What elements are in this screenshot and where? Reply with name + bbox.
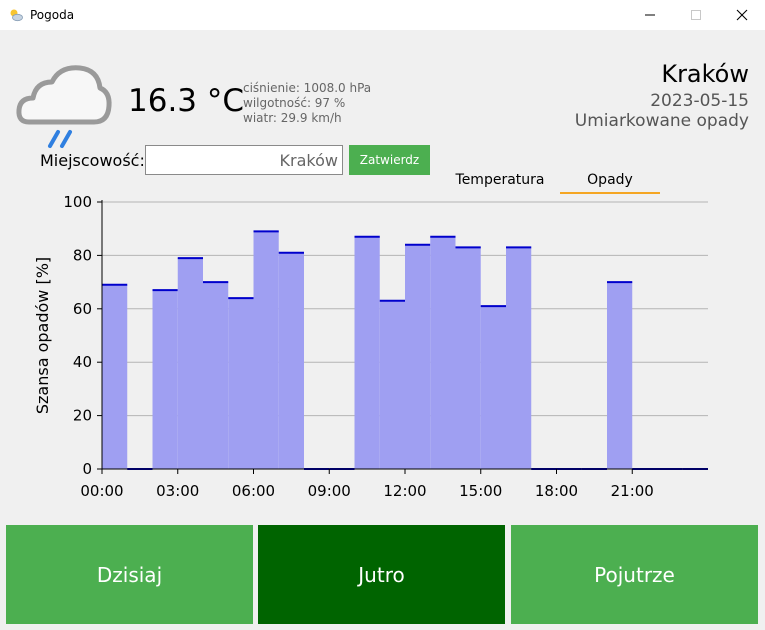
precipitation-chart: 0 20 40 60 80 100 00:00 03:00 06:00 09:00 12:00 15:… (33, 193, 708, 500)
maximize-button[interactable] (673, 0, 719, 30)
y-tick-label: 0 (82, 460, 92, 478)
title-bar: Pogoda (0, 0, 765, 30)
today-button[interactable]: Dzisiaj (6, 525, 253, 624)
window-title: Pogoda (30, 8, 75, 22)
weather-condition: Umiarkowane opady (574, 111, 749, 131)
x-tick-label: 21:00 (611, 482, 654, 500)
forecast-date: 2023-05-15 (650, 91, 749, 111)
location-input[interactable] (145, 145, 343, 175)
sun-cloud-icon (10, 9, 23, 22)
bar (253, 231, 279, 469)
minimize-button[interactable] (627, 0, 673, 30)
bar (379, 300, 405, 469)
bar (506, 247, 532, 469)
x-tick-label: 03:00 (156, 482, 199, 500)
y-tick-label: 80 (73, 246, 92, 264)
city-name: Kraków (661, 60, 749, 88)
active-tab-indicator (560, 192, 660, 194)
bar (607, 282, 633, 469)
bar (177, 258, 203, 469)
tab-temperature[interactable]: Temperatura (455, 172, 545, 188)
wind-value: wiatr: 29.9 km/h (243, 111, 342, 125)
maximize-icon (691, 10, 701, 20)
y-axis-label: Szansa opadów [%] (33, 257, 52, 414)
close-button[interactable] (719, 0, 765, 30)
bar (228, 298, 254, 469)
weather-details: ciśnienie: 1008.0 hPa wilgotność: 97 % w… (243, 81, 371, 126)
y-tick-label: 40 (73, 353, 92, 371)
minimize-icon (645, 14, 655, 16)
close-icon (736, 9, 748, 21)
y-tick-label: 60 (73, 300, 92, 318)
bar (455, 247, 481, 469)
x-tick-label: 12:00 (383, 482, 426, 500)
bar (480, 306, 506, 469)
humidity-value: wilgotność: 97 % (243, 96, 346, 110)
bar (430, 236, 456, 469)
x-tick-label: 06:00 (232, 482, 275, 500)
y-tick-label: 100 (63, 193, 92, 211)
x-tick-label: 09:00 (308, 482, 351, 500)
cloud-rain-icon (16, 65, 112, 148)
bar (405, 244, 431, 469)
tab-precipitation[interactable]: Opady (587, 172, 633, 188)
bar (102, 284, 128, 469)
x-tick-label: 18:00 (535, 482, 578, 500)
x-tick-label: 15:00 (459, 482, 502, 500)
submit-button[interactable]: Zatwierdz (349, 145, 430, 175)
bar (354, 236, 380, 469)
tomorrow-button[interactable]: Jutro (258, 525, 505, 624)
bar (203, 282, 229, 469)
pressure-value: ciśnienie: 1008.0 hPa (243, 81, 372, 95)
location-label: Miejscowość: (40, 151, 145, 170)
current-temperature: 16.3 °C (128, 83, 245, 119)
day-after-tomorrow-button[interactable]: Pojutrze (511, 525, 758, 624)
bar (278, 252, 304, 469)
x-tick-label: 00:00 (80, 482, 123, 500)
bar (152, 290, 178, 469)
y-tick-label: 20 (73, 407, 92, 425)
